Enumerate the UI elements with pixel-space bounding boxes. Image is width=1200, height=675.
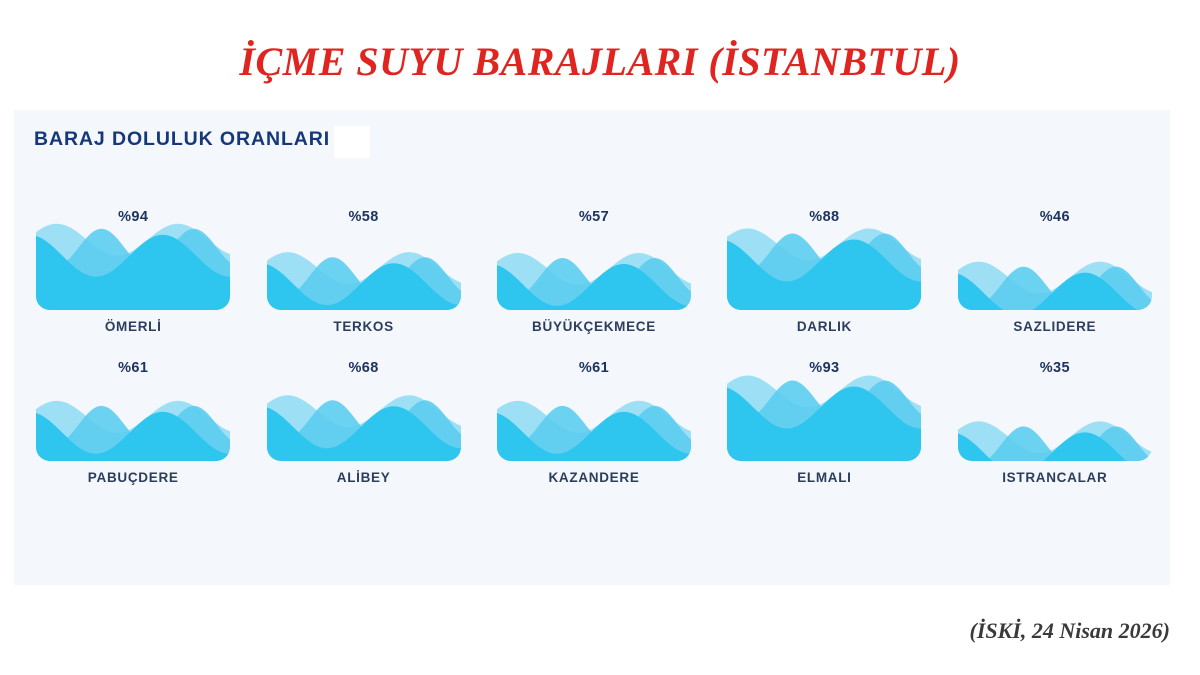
dam-card[interactable]: %61 KAZANDERE (479, 346, 709, 485)
dam-percentage: %35 (1039, 360, 1070, 376)
dam-name-label: ISTRANCALAR (1002, 470, 1108, 485)
wave-layer-3 (727, 239, 922, 310)
dam-card[interactable]: %94 ÖMERLİ (18, 195, 248, 334)
source-citation: (İSKİ, 24 Nisan 2026) (969, 618, 1170, 643)
dam-card[interactable]: %46 SAZLIDERE (940, 195, 1170, 334)
dam-name-label: DARLIK (796, 319, 853, 334)
wave-layer-3 (497, 411, 692, 461)
dam-percentage: %68 (348, 360, 379, 376)
water-level-gauge: %61 (497, 346, 692, 461)
dam-percentage: %61 (118, 360, 149, 376)
dam-name-label: ÖMERLİ (104, 319, 162, 334)
wave-layer-3 (957, 432, 1152, 461)
dam-percentage: %58 (348, 209, 379, 225)
water-level-gauge: %57 (497, 195, 692, 310)
water-level-gauge: %61 (36, 346, 231, 461)
water-level-gauge: %46 (957, 195, 1152, 310)
dam-row: %94 ÖMERLİ %58 TERKOS %57 BÜYÜKÇEKMECE %88 DARL… (14, 195, 1170, 334)
dam-row: %61 PABUÇDERE %68 ALİBEY %61 KAZANDERE %93 ELMA… (14, 346, 1170, 485)
wave-layer-3 (957, 272, 1152, 310)
dam-card[interactable]: %68 ALİBEY (248, 346, 478, 485)
water-level-gauge: %93 (727, 346, 922, 461)
dam-name-label: KAZANDERE (548, 470, 640, 485)
wave-layer-3 (727, 386, 922, 461)
dam-card[interactable]: %35 ISTRANCALAR (940, 346, 1170, 485)
dam-percentage: %57 (578, 209, 610, 225)
dam-card[interactable]: %58 TERKOS (248, 195, 478, 334)
dam-percentage: %88 (809, 209, 840, 225)
page-title: İÇME SUYU BARAJLARI (İSTANBTUL) (239, 39, 961, 84)
dam-levels-panel: BARAJ DOLULUK ORANLARI %94 ÖMERLİ %58 TERKO… (14, 110, 1170, 585)
wave-layer-3 (266, 406, 461, 461)
water-level-gauge: %88 (727, 195, 922, 310)
dam-card[interactable]: %61 PABUÇDERE (18, 346, 248, 485)
dam-percentage: %61 (578, 360, 610, 376)
wave-layer-3 (36, 411, 231, 461)
water-level-gauge: %94 (36, 195, 231, 310)
dam-percentage: %93 (809, 360, 840, 376)
dam-name-label: PABUÇDERE (87, 470, 179, 485)
dam-card[interactable]: %57 BÜYÜKÇEKMECE (479, 195, 709, 334)
dam-name-label: SAZLIDERE (1013, 319, 1097, 334)
wave-layer-3 (36, 234, 231, 310)
wave-layer-3 (266, 263, 461, 310)
dam-name-label: ELMALI (797, 470, 852, 485)
dam-card[interactable]: %88 DARLIK (709, 195, 939, 334)
dam-name-label: TERKOS (333, 319, 394, 334)
dam-grid: %94 ÖMERLİ %58 TERKOS %57 BÜYÜKÇEKMECE %88 DARL… (14, 195, 1170, 485)
dam-name-label: BÜYÜKÇEKMECE (532, 319, 656, 334)
dam-percentage: %46 (1039, 209, 1070, 225)
water-level-gauge: %68 (266, 346, 461, 461)
water-level-gauge: %58 (266, 195, 461, 310)
dam-percentage: %94 (118, 209, 149, 225)
panel-heading: BARAJ DOLULUK ORANLARI (34, 128, 331, 150)
water-level-gauge: %35 (957, 346, 1152, 461)
wave-layer-3 (497, 263, 692, 310)
heading-white-block (334, 126, 370, 158)
dam-name-label: ALİBEY (336, 470, 391, 485)
dam-card[interactable]: %93 ELMALI (709, 346, 939, 485)
